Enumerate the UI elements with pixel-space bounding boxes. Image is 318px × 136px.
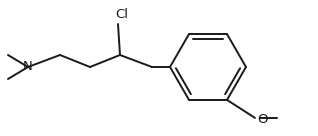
Text: N: N: [23, 61, 33, 73]
Text: O: O: [258, 113, 268, 126]
Text: Cl: Cl: [115, 8, 128, 21]
